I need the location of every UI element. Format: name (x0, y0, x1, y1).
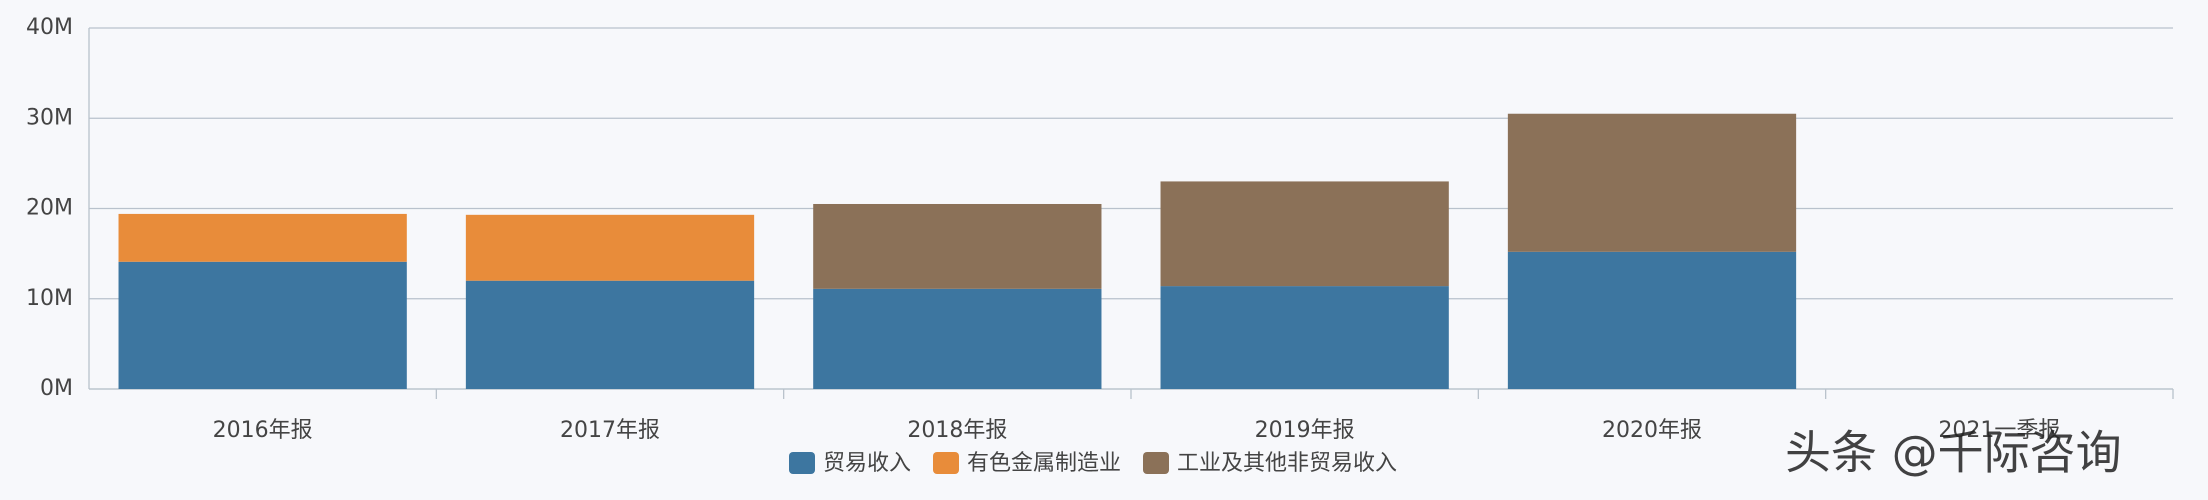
legend-label: 有色金属制造业 (967, 451, 1121, 476)
bar-segment (465, 214, 755, 281)
bar-segment (813, 203, 1102, 289)
x-tick-label: 2017年报 (560, 418, 660, 443)
legend-swatch (789, 452, 815, 474)
x-tick-label: 2021一季报 (1938, 418, 2060, 443)
y-tick-label: 20M (26, 196, 73, 221)
y-tick-label: 0M (40, 376, 73, 401)
legend-swatch (933, 452, 959, 474)
y-tick-label: 10M (26, 286, 73, 311)
bar-segment (813, 288, 1102, 389)
y-tick-label: 40M (26, 15, 73, 40)
x-tick-label: 2019年报 (1255, 418, 1355, 443)
bar-segment (1507, 251, 1797, 389)
watermark: 头条 @千际咨询 (1785, 426, 2122, 480)
bar-segment (118, 213, 407, 262)
legend-swatch (1143, 452, 1169, 474)
bar-segment (1160, 181, 1449, 287)
y-tick-label: 30M (26, 105, 73, 130)
bar-segment (465, 280, 755, 389)
bar-segment (1160, 286, 1449, 389)
legend-label: 工业及其他非贸易收入 (1177, 451, 1397, 476)
legend-label: 贸易收入 (823, 451, 911, 476)
x-tick-label: 2020年报 (1602, 418, 1702, 443)
bar-segment (1507, 113, 1797, 252)
bar-segment (118, 261, 407, 389)
x-tick-label: 2018年报 (907, 418, 1007, 443)
x-tick-label: 2016年报 (213, 418, 313, 443)
